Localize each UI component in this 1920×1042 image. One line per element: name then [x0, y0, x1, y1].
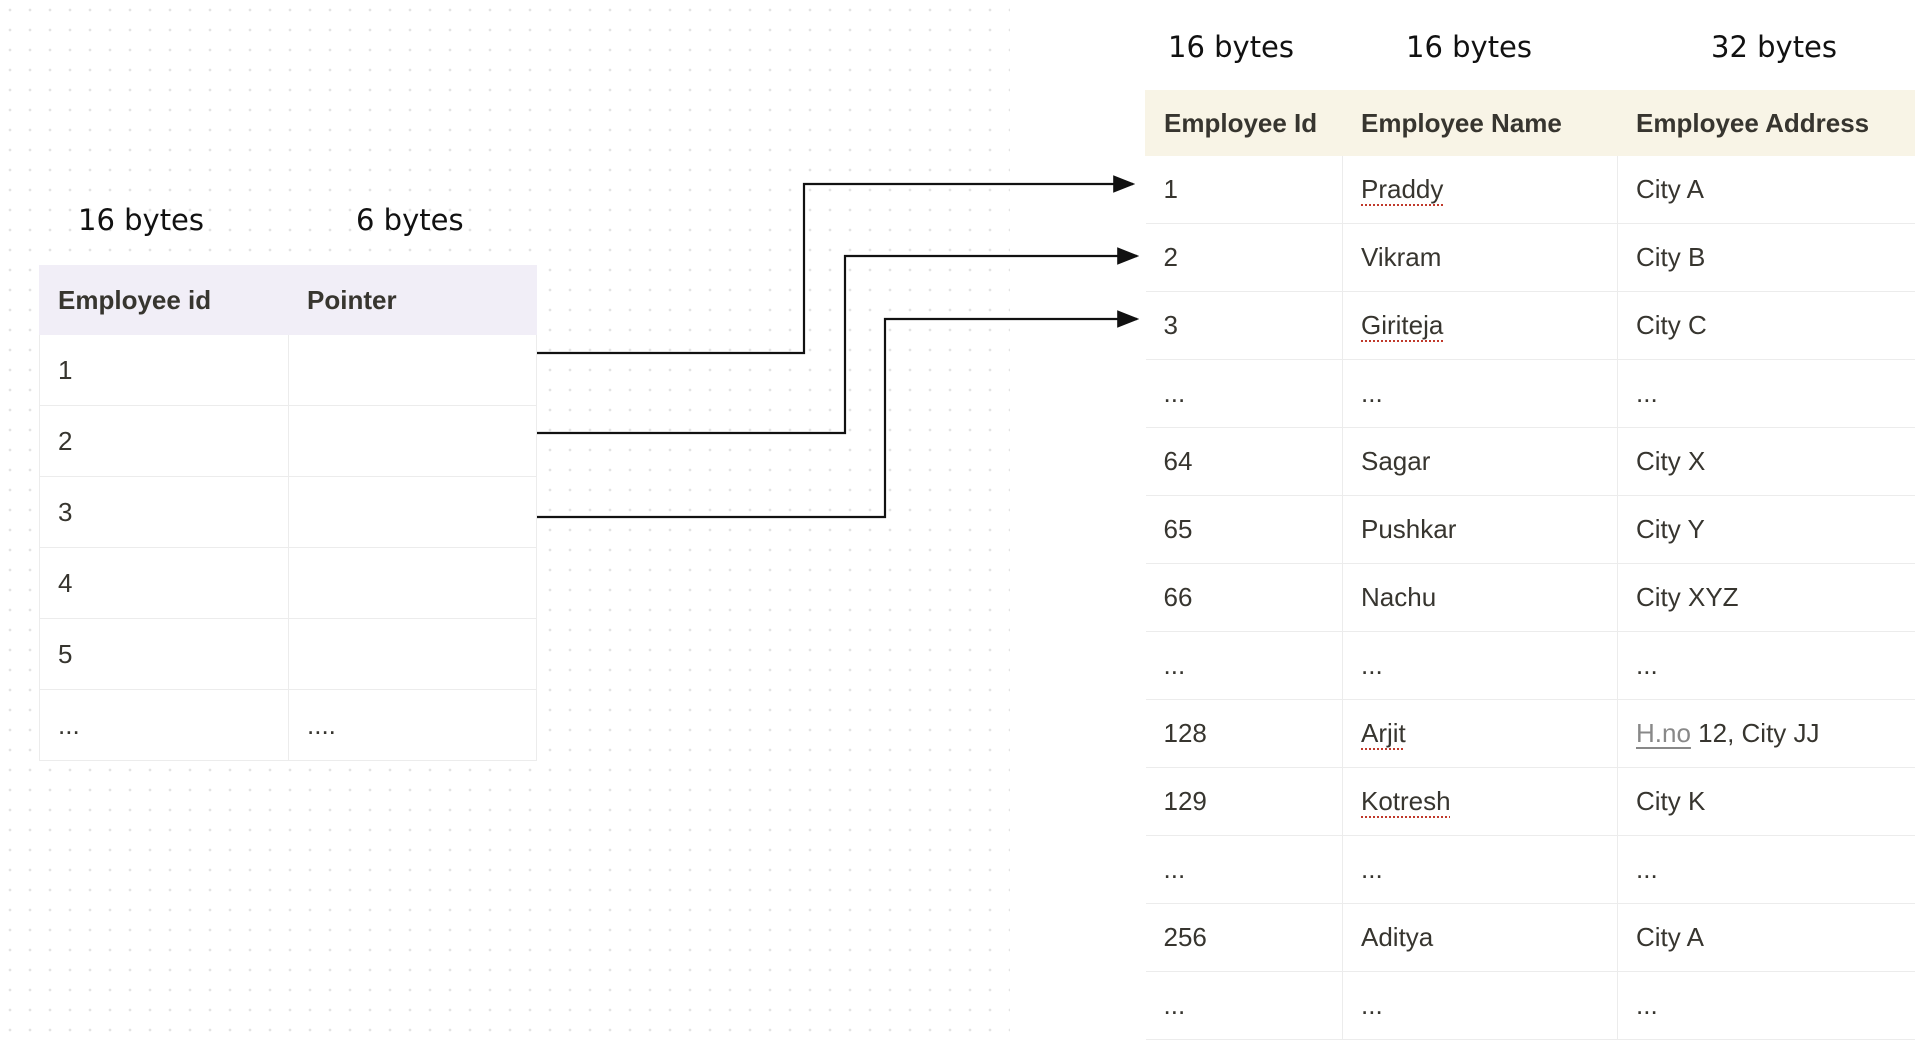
- table-cell: Arjit: [1342, 699, 1618, 768]
- table-cell: Pushkar: [1342, 495, 1618, 564]
- table-cell: [288, 334, 537, 406]
- table-cell: City XYZ: [1617, 563, 1915, 632]
- table-cell: 128: [1145, 699, 1343, 768]
- table-cell: City A: [1617, 903, 1915, 972]
- table-cell: ....: [288, 689, 537, 761]
- column-header: Employee id: [39, 265, 289, 335]
- table-row: 3: [39, 476, 537, 548]
- table-cell: City X: [1617, 427, 1915, 496]
- pointer-arrow: [537, 175, 1136, 355]
- table-cell: ...: [1617, 971, 1915, 1040]
- table-row: 65 Pushkar City Y: [1145, 495, 1915, 564]
- header-row: Employee Id Employee Name Employee Addre…: [1145, 90, 1915, 156]
- table-cell: ...: [1342, 971, 1618, 1040]
- table-cell: ...: [1342, 631, 1618, 700]
- table-cell: Nachu: [1342, 563, 1618, 632]
- table-cell: ...: [1342, 835, 1618, 904]
- table-cell: 64: [1145, 427, 1343, 496]
- table-cell: 66: [1145, 563, 1343, 632]
- spellcheck-flagged-text: Giriteja: [1361, 310, 1444, 340]
- table-cell: Kotresh: [1342, 767, 1618, 836]
- table-cell: Vikram: [1342, 223, 1618, 292]
- table-cell: ...: [1145, 631, 1343, 700]
- table-cell: ...: [1145, 359, 1343, 428]
- table-cell: [288, 476, 537, 548]
- table-row: 5: [39, 618, 537, 690]
- header-row: Employee id Pointer: [39, 265, 537, 335]
- size-label: 16 bytes: [1168, 30, 1295, 64]
- table-cell: 65: [1145, 495, 1343, 564]
- table-cell: City Y: [1617, 495, 1915, 564]
- pointer-arrow: [537, 310, 1140, 519]
- table-cell: 1: [39, 334, 289, 406]
- table-row: .........: [1145, 835, 1915, 904]
- table-row: 64 Sagar City X: [1145, 427, 1915, 496]
- table-cell: 2: [1145, 223, 1343, 292]
- table-row: .........: [1145, 971, 1915, 1040]
- spellcheck-flagged-text: Kotresh: [1361, 786, 1451, 816]
- table-row: 128 Arjit H.no 12, City JJ: [1145, 699, 1915, 768]
- column-header: Pointer: [288, 265, 537, 335]
- table-cell: City A: [1617, 155, 1915, 224]
- table-cell: Giriteja: [1342, 291, 1618, 360]
- table-cell: Praddy: [1342, 155, 1618, 224]
- table-row: 256 Aditya City A: [1145, 903, 1915, 972]
- table-row: 4: [39, 547, 537, 619]
- table-cell: ...: [1145, 971, 1343, 1040]
- table-cell: Sagar: [1342, 427, 1618, 496]
- size-label: 16 bytes: [1406, 30, 1533, 64]
- table-cell: Aditya: [1342, 903, 1618, 972]
- size-label: 16 bytes: [78, 203, 205, 237]
- table-cell: [288, 405, 537, 477]
- table-cell: 1: [1145, 155, 1343, 224]
- table-row: 2 Vikram City B: [1145, 223, 1915, 292]
- table-cell: ...: [1342, 359, 1618, 428]
- column-header: Employee Name: [1342, 90, 1618, 156]
- spellcheck-flagged-text: Praddy: [1361, 174, 1444, 204]
- table-cell: ...: [1617, 359, 1915, 428]
- table-row: 1 Praddy City A: [1145, 155, 1915, 224]
- table-cell: 3: [39, 476, 289, 548]
- table-row: 66 Nachu City XYZ: [1145, 563, 1915, 632]
- table-row: 129 Kotresh City K: [1145, 767, 1915, 836]
- table-cell: [288, 547, 537, 619]
- table-row: .......: [39, 689, 537, 761]
- table-row: 2: [39, 405, 537, 477]
- spellcheck-flagged-text: Arjit: [1361, 718, 1406, 748]
- table-cell: 2: [39, 405, 289, 477]
- table-row: 1: [39, 334, 537, 406]
- table-cell: ...: [39, 689, 289, 761]
- index-table: Employee id Pointer 1 2 3 4 5.......: [39, 265, 537, 761]
- column-header: Employee Address: [1617, 90, 1915, 156]
- table-row: .........: [1145, 359, 1915, 428]
- employee-table: Employee Id Employee Name Employee Addre…: [1145, 90, 1915, 1040]
- table-row: .........: [1145, 631, 1915, 700]
- size-label: 32 bytes: [1711, 30, 1838, 64]
- spellcheck-flagged-text: H.no: [1636, 718, 1691, 748]
- table-cell: 256: [1145, 903, 1343, 972]
- table-cell: City B: [1617, 223, 1915, 292]
- pointer-arrow: [537, 247, 1140, 435]
- size-label: 6 bytes: [356, 203, 464, 237]
- table-cell: 3: [1145, 291, 1343, 360]
- table-cell: 4: [39, 547, 289, 619]
- table-row: 3 Giriteja City C: [1145, 291, 1915, 360]
- table-cell: H.no 12, City JJ: [1617, 699, 1915, 768]
- column-header: Employee Id: [1145, 90, 1343, 156]
